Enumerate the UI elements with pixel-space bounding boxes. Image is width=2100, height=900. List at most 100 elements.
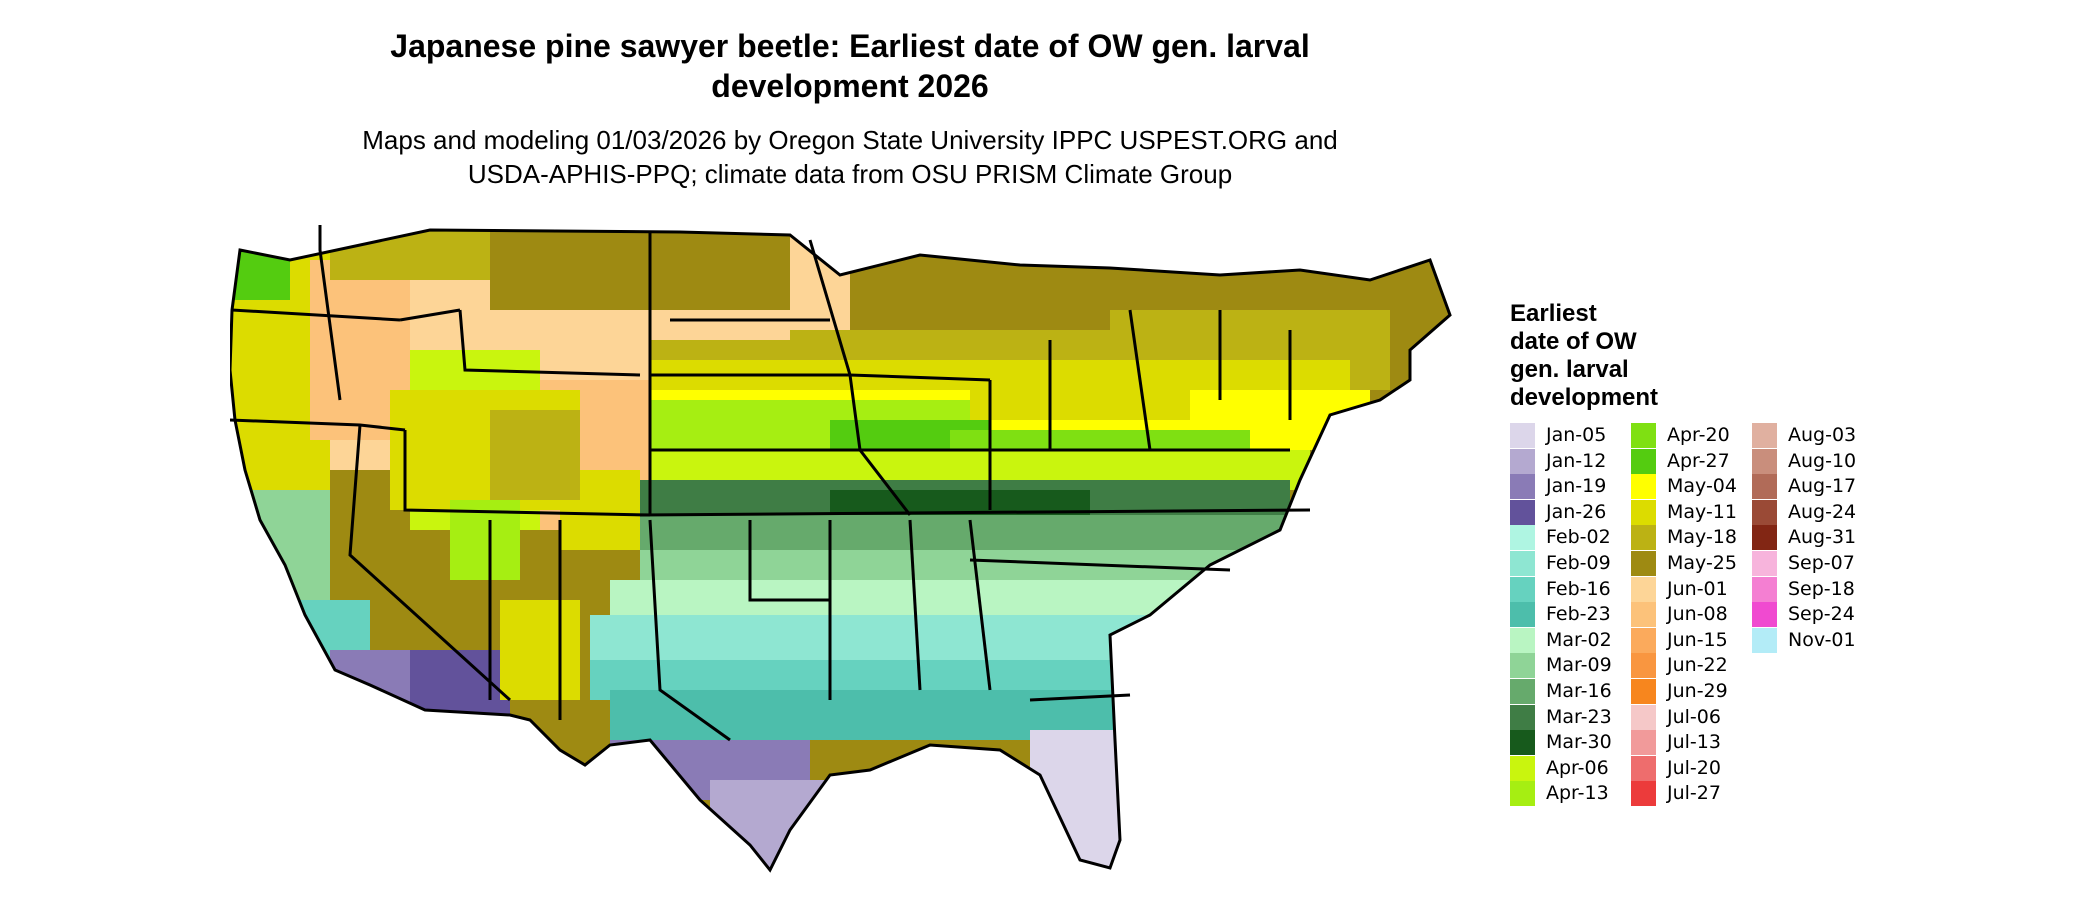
legend-swatch (1510, 551, 1535, 576)
legend-title: Earliest date of OW gen. larval developm… (1510, 300, 1710, 412)
legend-item: Jun-08 (1631, 602, 1751, 628)
legend-label: Feb-23 (1546, 603, 1611, 626)
legend-item: Jul-20 (1631, 755, 1751, 781)
legend-item: May-11 (1631, 499, 1751, 525)
legend-item: Jul-06 (1631, 704, 1751, 730)
legend-label: May-11 (1667, 500, 1737, 523)
legend-label: Jul-06 (1667, 705, 1721, 728)
legend-label: Apr-27 (1667, 449, 1730, 472)
legend-swatch (1510, 653, 1535, 679)
legend-item: Mar-02 (1510, 627, 1630, 653)
legend-swatch (1752, 576, 1777, 602)
legend-label: Jun-08 (1667, 603, 1728, 626)
legend-item: Aug-03 (1752, 423, 1872, 448)
us-map-graphic (230, 225, 1452, 873)
legend-label: Nov-01 (1788, 628, 1856, 651)
legend-label: Apr-20 (1667, 424, 1730, 446)
legend-label: May-18 (1667, 526, 1737, 549)
legend-label: May-25 (1667, 552, 1737, 574)
map-fill-zones (230, 230, 1450, 870)
map-title: Japanese pine sawyer beetle: Earliest da… (250, 26, 1450, 106)
legend-swatch (1752, 525, 1777, 551)
legend-swatch (1752, 423, 1777, 448)
legend-item: Apr-06 (1510, 755, 1630, 781)
legend-label: Aug-31 (1788, 526, 1857, 549)
legend-item: Aug-24 (1752, 499, 1872, 525)
legend-label: Mar-30 (1546, 731, 1612, 754)
legend-swatch (1510, 423, 1535, 448)
legend-swatch (1631, 781, 1656, 807)
legend-title-line: date of OW (1510, 328, 1637, 355)
legend-label: Aug-03 (1788, 424, 1857, 446)
map-subtitle-line-1: Maps and modeling 01/03/2026 by Oregon S… (362, 125, 1338, 155)
legend-swatch (1752, 602, 1777, 628)
legend-label: Jun-15 (1667, 628, 1728, 651)
legend-swatch (1510, 730, 1535, 756)
legend-label: Jul-13 (1667, 731, 1721, 754)
us-map (230, 220, 1490, 900)
legend-swatch (1510, 781, 1535, 807)
legend-label: Sep-24 (1788, 603, 1855, 626)
legend-item: Jun-15 (1631, 627, 1751, 653)
legend-item: Sep-07 (1752, 551, 1872, 576)
legend-label: Apr-06 (1546, 756, 1609, 779)
legend-item: Jun-22 (1631, 653, 1751, 679)
legend-label: Jan-12 (1546, 449, 1607, 472)
map-title-line-1: Japanese pine sawyer beetle: Earliest da… (390, 28, 1310, 64)
legend-swatch (1631, 499, 1656, 525)
legend-item: Mar-09 (1510, 653, 1630, 679)
legend-item: Feb-09 (1510, 551, 1630, 576)
legend-label: Mar-23 (1546, 705, 1612, 728)
legend-label: Jun-29 (1667, 680, 1728, 702)
legend-swatch (1631, 679, 1656, 704)
state-borders (230, 225, 1452, 873)
legend-title-line: Earliest (1510, 300, 1597, 327)
legend-label: Apr-13 (1546, 782, 1609, 805)
legend-swatch (1631, 755, 1656, 781)
legend-label: Jul-20 (1667, 756, 1721, 779)
legend-item: Apr-13 (1510, 781, 1630, 807)
legend-item: Feb-02 (1510, 525, 1630, 551)
legend-label: Mar-02 (1546, 628, 1612, 651)
legend-label: Jan-19 (1546, 475, 1607, 498)
legend-label: Jan-05 (1546, 424, 1607, 446)
legend-item: Mar-16 (1510, 679, 1630, 704)
legend-swatch (1510, 448, 1535, 474)
legend-item: Sep-24 (1752, 602, 1872, 628)
legend-title-line: gen. larval (1510, 356, 1629, 383)
legend-item: Aug-31 (1752, 525, 1872, 551)
legend-swatch (1510, 525, 1535, 551)
legend-item: Apr-20 (1631, 423, 1751, 448)
legend-label: Feb-09 (1546, 552, 1611, 574)
legend-label: Mar-09 (1546, 654, 1612, 677)
legend-item: Jun-29 (1631, 679, 1751, 704)
legend-item: May-18 (1631, 525, 1751, 551)
legend-swatch (1752, 448, 1777, 474)
legend-swatch (1631, 448, 1656, 474)
legend-label: Feb-16 (1546, 577, 1611, 600)
legend-swatch (1631, 602, 1656, 628)
legend-label: Jun-01 (1667, 577, 1728, 600)
legend-swatch (1631, 551, 1656, 576)
legend-item: Sep-18 (1752, 576, 1872, 602)
legend-item: Aug-17 (1752, 474, 1872, 500)
legend-swatch (1510, 755, 1535, 781)
legend-label: Mar-16 (1546, 680, 1612, 702)
legend-swatch (1752, 474, 1777, 500)
legend-item: Aug-10 (1752, 448, 1872, 474)
legend-item: Jan-12 (1510, 448, 1630, 474)
legend-swatch (1752, 551, 1777, 576)
legend-label: Sep-18 (1788, 577, 1855, 600)
legend-item: Feb-23 (1510, 602, 1630, 628)
map-title-line-2: development 2026 (711, 68, 989, 104)
legend-item: Jul-27 (1631, 781, 1751, 807)
legend-swatch (1510, 704, 1535, 730)
legend-label: Jan-26 (1546, 500, 1607, 523)
legend-label: Aug-24 (1788, 500, 1857, 523)
legend-title-line: development (1510, 384, 1659, 411)
legend-item: Apr-27 (1631, 448, 1751, 474)
legend-swatch (1631, 474, 1656, 500)
legend-item: Jan-05 (1510, 423, 1630, 448)
legend-swatch (1631, 730, 1656, 756)
legend-item: May-25 (1631, 551, 1751, 576)
